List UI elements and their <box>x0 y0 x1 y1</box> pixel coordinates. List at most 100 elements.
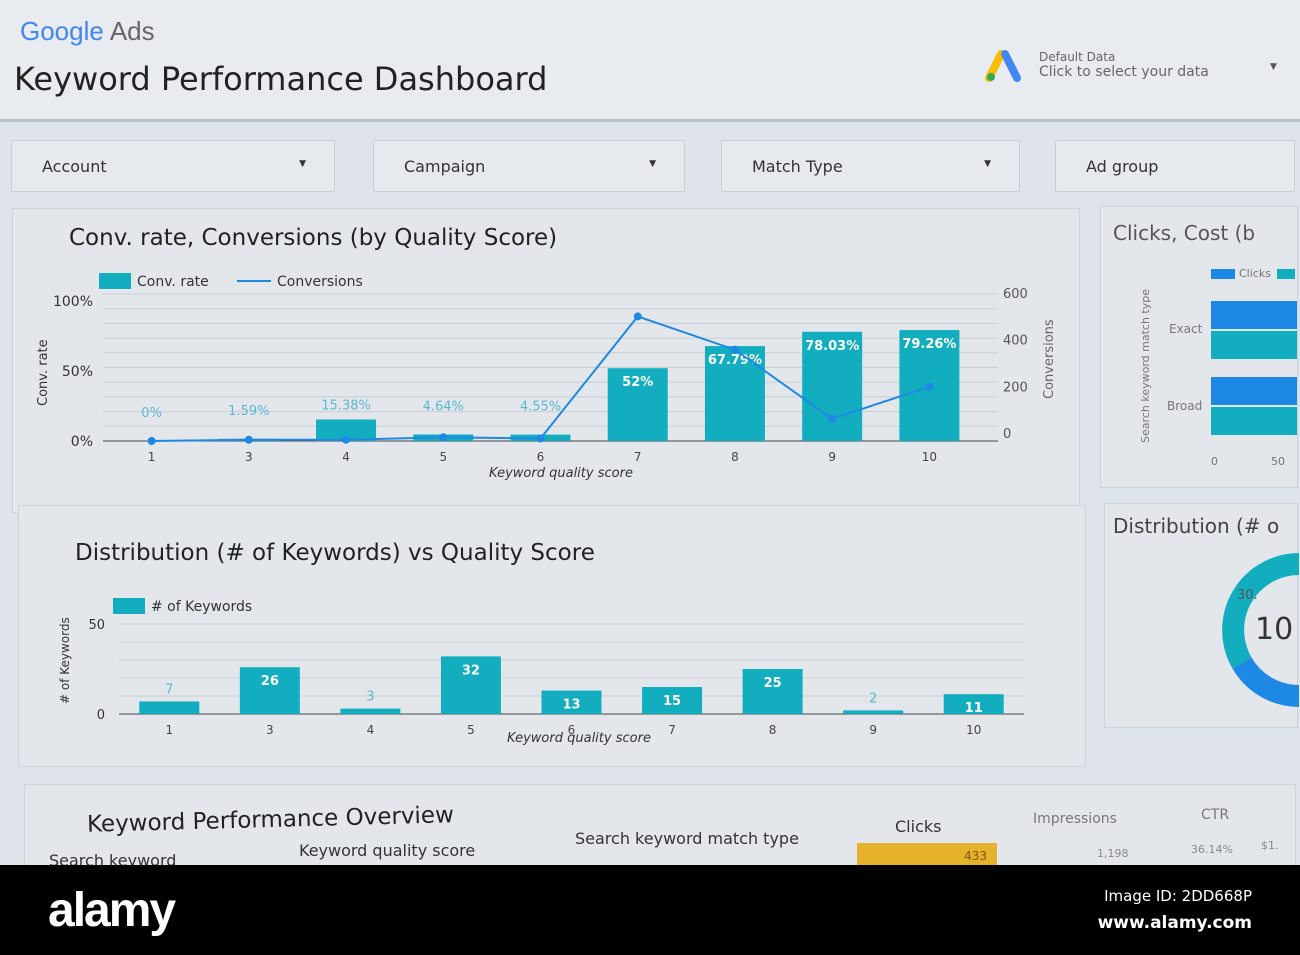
y-axis-label: Search keyword match type <box>1139 289 1152 443</box>
x-tick: 10 <box>966 723 981 737</box>
data-label: 15 <box>663 694 681 709</box>
x-tick: 1 <box>165 723 173 737</box>
x-tick: 8 <box>769 723 777 737</box>
x-tick: 7 <box>634 450 642 464</box>
column-header[interactable]: Search keyword match type <box>575 829 799 848</box>
x-tick: 9 <box>869 723 877 737</box>
chevron-down-icon: ▼ <box>299 159 306 169</box>
chevron-down-icon: ▼ <box>984 159 991 169</box>
ctr-cell: 36.14% <box>1191 843 1233 856</box>
legend-swatch-keywords <box>113 598 145 614</box>
filter-account[interactable]: Account ▼ <box>11 140 335 192</box>
column-header[interactable]: CTR <box>1201 807 1230 823</box>
data-source-selector[interactable]: Default Data Click to select your data ▼ <box>985 48 1277 82</box>
data-label: 78.03% <box>805 339 859 354</box>
column-header[interactable]: Impressions <box>1033 811 1117 827</box>
google-ads-icon <box>985 50 1021 82</box>
watermark-footer: alamy Image ID: 2DD668P www.alamy.com <box>0 865 1300 955</box>
watermark-url: www.alamy.com <box>1097 913 1252 933</box>
data-label: 26 <box>261 674 279 689</box>
bar-broad-clicks <box>1211 377 1297 405</box>
chart-title: Conv. rate, Conversions (by Quality Scor… <box>69 225 558 251</box>
chart-title: Distribution (# o <box>1113 514 1280 538</box>
legend-swatch-conv-rate <box>99 273 131 289</box>
data-label: 4.64% <box>423 400 464 415</box>
point-conversions <box>439 433 448 442</box>
x-tick: 10 <box>922 450 937 464</box>
y-axis-label: # of Keywords <box>58 617 72 704</box>
donut-slice-blue <box>1232 657 1299 707</box>
x-tick: 0 <box>1211 455 1218 468</box>
bar-conv-rate <box>316 419 377 441</box>
data-label: 7 <box>165 682 173 697</box>
google-ads-logo: Google Ads <box>20 16 155 46</box>
x-tick: 4 <box>342 450 350 464</box>
data-label: 32 <box>462 663 480 678</box>
column-header[interactable]: $1. <box>1261 839 1279 852</box>
filter-campaign[interactable]: Campaign ▼ <box>373 140 685 192</box>
distribution-pie-panel: Distribution (# o 30. 10 <box>1104 503 1299 728</box>
bar-keywords <box>541 690 602 714</box>
column-header-clicks[interactable]: Clicks <box>895 817 942 836</box>
filter-match-type[interactable]: Match Type ▼ <box>721 140 1020 192</box>
chart-title: Clicks, Cost (b <box>1113 221 1256 245</box>
x-tick: 9 <box>828 450 836 464</box>
bar-exact-cost <box>1211 331 1297 359</box>
data-label: 4.55% <box>520 400 561 415</box>
data-label: 79.26% <box>902 337 956 352</box>
x-tick: 50 <box>1271 455 1285 468</box>
point-conversions <box>342 435 351 444</box>
category-label: Broad <box>1167 399 1203 413</box>
data-label: 3 <box>366 690 374 705</box>
point-conversions <box>633 312 642 321</box>
bar-keywords <box>642 687 703 714</box>
x-axis-label: Keyword quality score <box>489 466 633 481</box>
legend-swatch-cost <box>1277 269 1295 279</box>
point-conversions <box>828 414 837 423</box>
bar-keywords <box>139 701 200 714</box>
clicks-cell: 433 <box>857 843 997 869</box>
table-title: Keyword Performance Overview <box>86 802 455 838</box>
donut-slice-teal <box>1222 553 1299 669</box>
data-label: 67.79% <box>708 353 762 368</box>
bar-keywords <box>843 710 904 714</box>
point-conversions <box>244 435 253 444</box>
conv-rate-chart-panel: Conv. rate, Conversions (by Quality Scor… <box>12 208 1080 513</box>
page-title: Keyword Performance Dashboard <box>14 60 548 98</box>
x-tick: 4 <box>367 723 375 737</box>
x-tick: 6 <box>537 450 545 464</box>
bar-keywords <box>239 667 300 714</box>
donut-chart <box>1222 553 1299 707</box>
distribution-chart: 0 50 # of Keywords Keyword quality score # o… <box>58 598 1024 746</box>
donut-center-label: 10 <box>1255 612 1294 647</box>
data-label: 11 <box>965 701 983 716</box>
y2-tick: 400 <box>1003 334 1028 349</box>
bar-conv-rate <box>704 346 765 441</box>
alamy-logo: alamy <box>48 884 176 937</box>
header: Google Ads Keyword Performance Dashboard … <box>0 0 1300 122</box>
y-tick: 50 <box>88 618 105 633</box>
bar-keywords <box>440 656 501 714</box>
column-header[interactable]: Keyword quality score <box>299 841 476 860</box>
y-tick: 100% <box>53 294 93 310</box>
point-conversions <box>925 382 934 391</box>
bar-broad-cost <box>1211 407 1297 435</box>
bar-conv-rate <box>607 368 668 441</box>
y-tick: 50% <box>62 364 93 380</box>
bar-keywords <box>943 694 1004 714</box>
point-conversions <box>536 434 545 443</box>
y-tick: 0 <box>97 708 105 723</box>
legend-keywords: # of Keywords <box>151 599 252 615</box>
category-label: Exact <box>1169 322 1203 336</box>
data-label: 52% <box>622 375 653 390</box>
x-tick: 5 <box>467 723 475 737</box>
data-label: 25 <box>764 676 782 691</box>
data-label: 2 <box>869 691 877 706</box>
x-tick: 1 <box>148 450 156 464</box>
point-conversions <box>147 437 156 445</box>
impressions-cell: 1,198 <box>1097 847 1129 860</box>
filter-ad-group[interactable]: Ad group <box>1055 140 1295 192</box>
legend-conversions: Conversions <box>277 274 363 290</box>
legend-conv-rate: Conv. rate <box>137 274 209 290</box>
x-tick: 3 <box>245 450 253 464</box>
